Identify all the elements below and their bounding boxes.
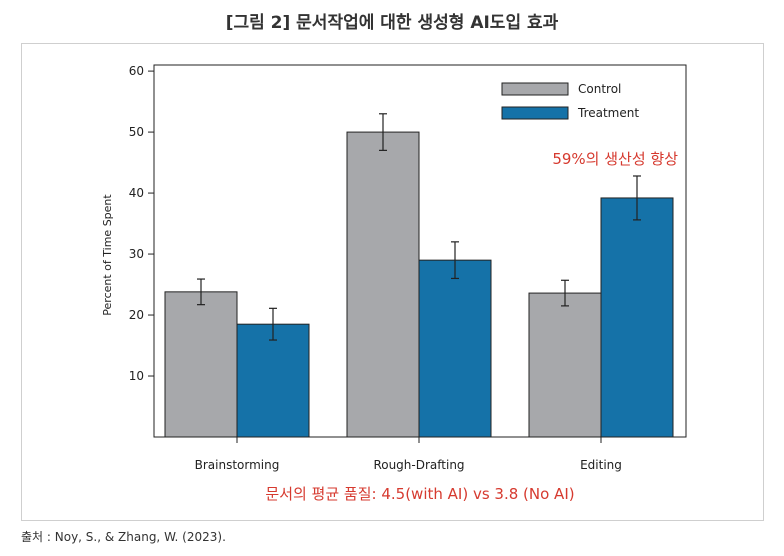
- annotation-quality: 문서의 평균 품질: 4.5(with AI) vs 3.8 (No AI): [265, 485, 574, 503]
- x-tick-label: Rough-Drafting: [373, 458, 464, 472]
- y-tick-label: 40: [129, 186, 144, 200]
- legend-swatch-control: [501, 82, 569, 96]
- x-tick-label: Editing: [580, 458, 622, 472]
- x-tick-label: Brainstorming: [195, 458, 280, 472]
- legend-label-control: Control: [578, 82, 621, 96]
- bar-control: [346, 131, 420, 438]
- y-tick-label: 60: [129, 64, 144, 78]
- y-tick-label: 20: [129, 308, 144, 322]
- chart-frame: [21, 43, 764, 521]
- bar-control: [528, 292, 602, 438]
- bar-treatment: [236, 323, 310, 438]
- bar-treatment: [418, 259, 492, 438]
- page-title: [그림 2] 문서작업에 대한 생성형 AI도입 효과: [225, 13, 559, 33]
- legend-swatch-treatment: [501, 106, 569, 120]
- y-tick-label: 50: [129, 125, 144, 139]
- legend-label-treatment: Treatment: [577, 106, 639, 120]
- bar-treatment: [600, 197, 674, 438]
- annotation-productivity: 59%의 생산성 향상: [552, 150, 678, 168]
- y-axis-label: Percent of Time Spent: [101, 194, 114, 316]
- bar-control: [164, 291, 238, 438]
- y-tick-label: 10: [129, 369, 144, 383]
- y-tick-label: 30: [129, 247, 144, 261]
- source-citation: 출처 : Noy, S., & Zhang, W. (2023).: [21, 530, 226, 544]
